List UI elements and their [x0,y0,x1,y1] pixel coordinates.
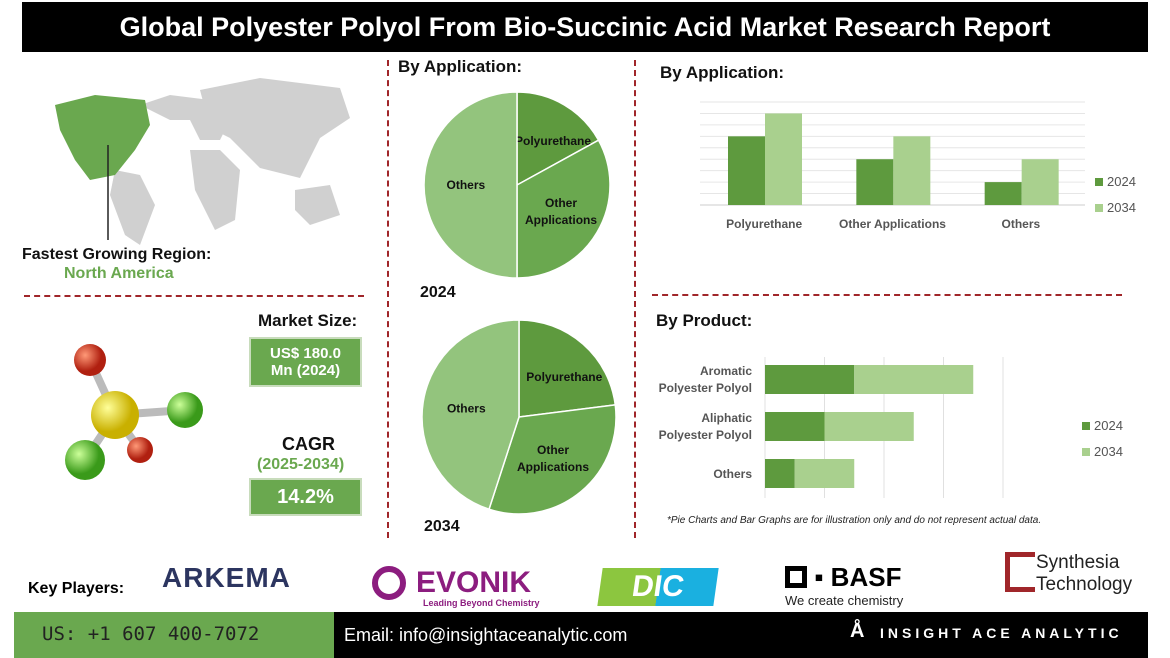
pie-slice [423,91,518,279]
synthesia-logo: Synthesia Technology [1036,552,1133,595]
email-link[interactable]: Email: info@insightaceanalytic.com [344,625,628,645]
pie-label: Other [545,196,577,210]
bar-2024 [765,459,795,488]
molecule-icon [65,344,203,480]
disclaimer-note: *Pie Charts and Bar Graphs are for illus… [667,515,1042,526]
pie-slice [516,139,611,279]
y-tick-label: Polyester Polyol [659,428,752,442]
bar-2024 [984,182,1022,205]
north-america-highlight [55,95,150,180]
pie-label: Applications [525,213,597,227]
pie-charts: Polyurethane Other Applications Others Polyu… [421,91,617,515]
bar-2024 [765,365,855,394]
cagr-label: CAGR [282,434,335,454]
bar-2024 [765,412,825,441]
divider [387,60,389,538]
bar-2034 [765,113,802,205]
page-title: Global Polyester Polyol From Bio-Succini… [22,2,1148,52]
cagr-period: (2025-2034) [257,456,345,473]
region-label: Fastest Growing Region: [22,246,212,263]
brand-name: INSIGHT ACE ANALYTIC [880,625,1123,641]
divider [634,60,636,538]
pie-label: Polyurethane [515,134,591,148]
bar-2034 [854,365,974,394]
dic-logo: DIC [597,568,719,606]
phone-number[interactable]: US: +1 607 400-7072 [14,612,334,658]
bar-2034 [1021,159,1059,205]
pie-slice [516,91,600,187]
bar-2034 [824,412,914,441]
divider [24,295,364,297]
market-size-value: US$ 180.0 Mn (2024) [249,337,362,387]
pie-label: Applications [517,460,589,474]
pie-label: Polyurethane [526,370,602,384]
pie-year-2034: 2034 [424,518,460,535]
brand-logo-icon: Å [850,620,865,642]
y-tick-label: Polyester Polyol [659,381,752,395]
region-value: North America [64,265,174,282]
y-tick-label: Others [713,467,752,481]
evonik-logo-icon [372,566,406,600]
pie-slice [518,319,617,418]
legend-label: 2024 [1094,418,1123,433]
legend-swatch [1095,178,1103,186]
pie-label: Others [447,178,486,192]
pie-slice [421,319,520,511]
pie-year-2024: 2024 [420,284,456,301]
legend-swatch [1082,422,1090,430]
x-tick-label: Polyurethane [726,217,802,231]
evonik-logo: EVONIK [416,566,532,599]
divider [652,294,1122,296]
basf-logo: ▪ BASF [785,562,901,593]
product-bar-chart: Aromatic Polyester Polyol Aliphatic Polyest… [659,357,1123,498]
product-chart-title: By Product: [656,311,753,330]
bar-2034 [794,459,855,488]
legend-swatch [1082,448,1090,456]
pie-heading: By Application: [398,57,523,76]
basf-tagline: We create chemistry [785,593,904,608]
bar-2024 [856,159,894,205]
legend-label: 2024 [1107,174,1136,189]
evonik-tagline: Leading Beyond Chemistry [423,598,540,608]
pie-label: Others [447,402,486,416]
bar-chart-title: By Application: [660,63,785,82]
legend-label: 2034 [1094,444,1123,459]
x-tick-label: Others [1001,217,1040,231]
pie-slice [488,404,617,515]
footer-bar [334,612,1148,658]
y-tick-label: Aromatic [700,364,752,378]
key-players-label: Key Players: [28,580,125,597]
y-tick-label: Aliphatic [701,411,752,425]
legend-label: 2034 [1107,200,1136,215]
arkema-logo: ARKEMA [162,562,291,593]
x-tick-label: Other Applications [839,217,946,231]
legend-swatch [1095,204,1103,212]
market-size-label: Market Size: [258,311,358,330]
bar-2024 [728,136,765,205]
cagr-value: 14.2% [249,478,362,516]
world-map [55,78,350,245]
bar-2034 [893,136,931,205]
synthesia-logo-icon [1005,552,1035,592]
pie-label: Other [537,443,569,457]
application-bar-chart: Polyurethane Other Applications Others 2024… [700,101,1136,231]
